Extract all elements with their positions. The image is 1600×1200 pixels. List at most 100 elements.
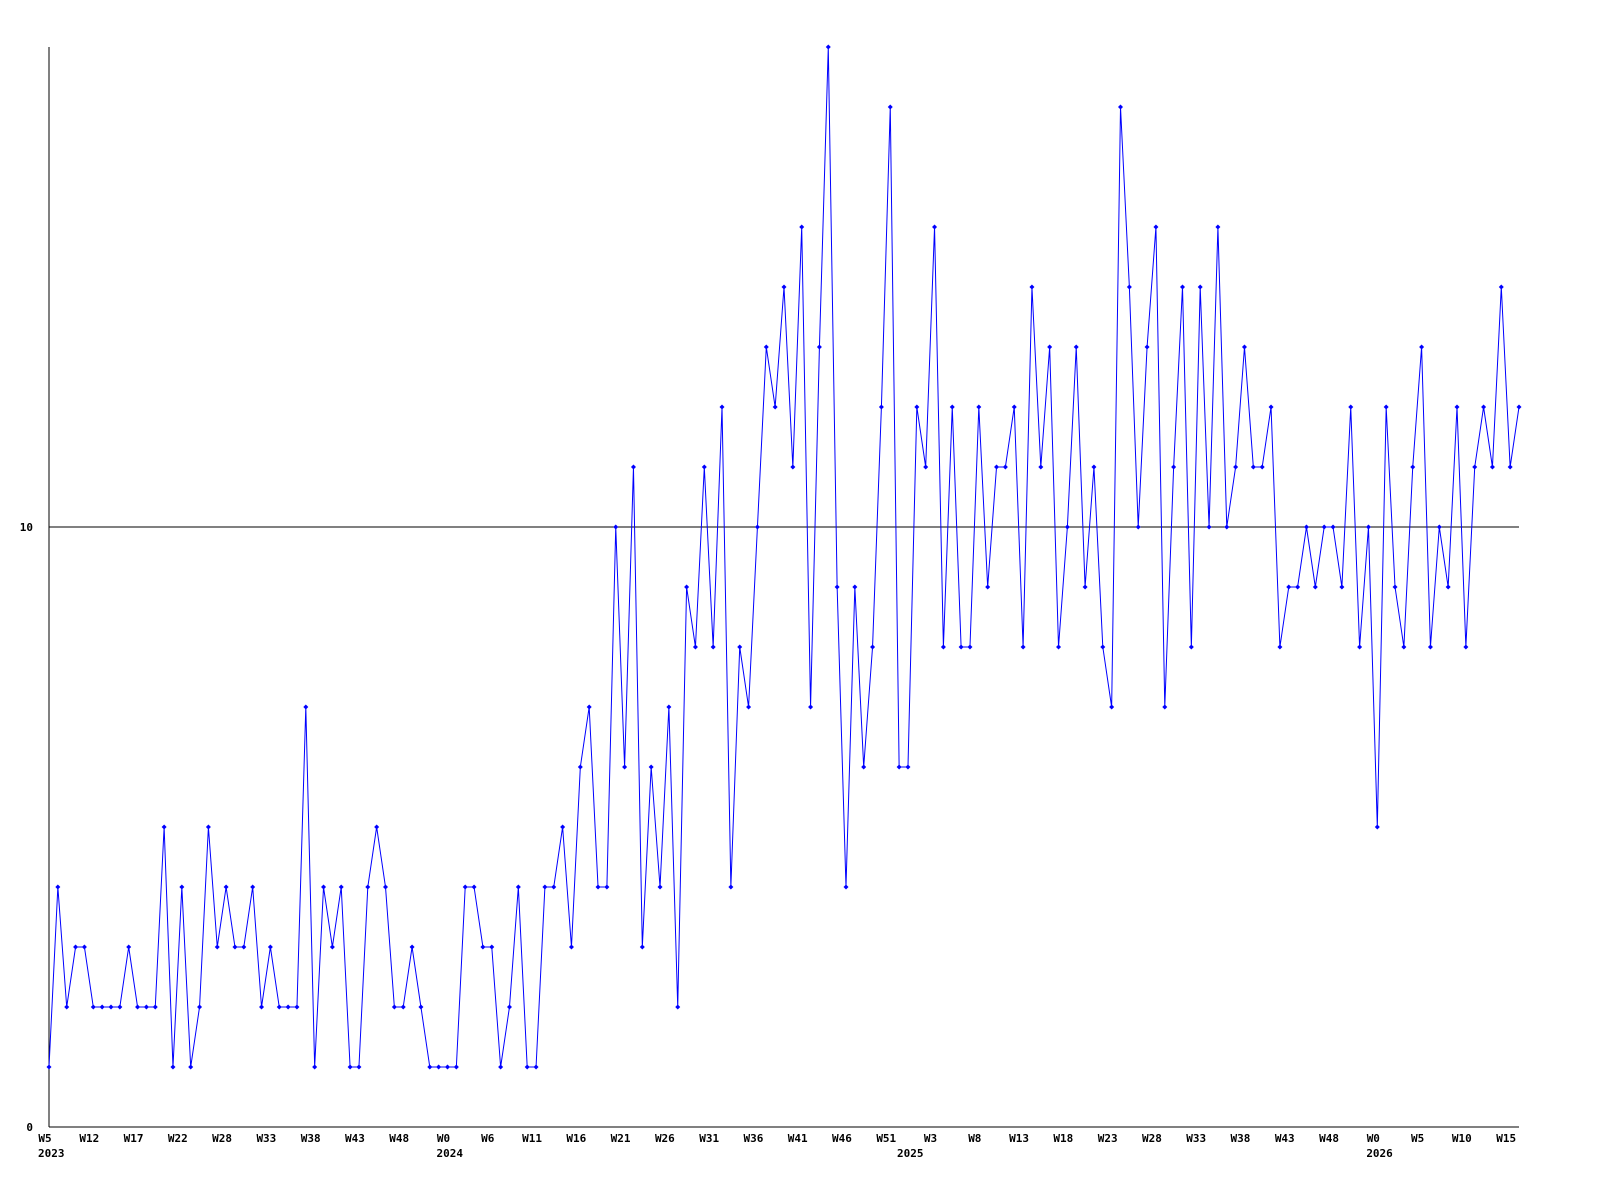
point-marker [1339,584,1345,590]
point-marker [241,944,247,950]
point-marker [790,464,796,470]
point-marker [214,944,220,950]
point-marker [1321,524,1327,530]
point-marker [622,764,628,770]
point-marker [356,1064,362,1070]
point-marker [81,944,87,950]
point-marker [816,344,822,350]
point-marker [533,1064,539,1070]
point-marker [648,764,654,770]
point-marker [666,704,672,710]
point-marker [383,884,389,890]
point-marker [1188,644,1194,650]
point-marker [1401,644,1407,650]
point-marker [276,1004,282,1010]
point-marker [1029,284,1035,290]
x-tick-label: W22 [168,1132,188,1145]
point-marker [595,884,601,890]
point-marker [577,764,583,770]
point-marker [1064,524,1070,530]
point-marker [232,944,238,950]
x-tick-label: W15 [1496,1132,1516,1145]
point-marker [887,104,893,110]
point-marker [329,944,335,950]
x-tick-label: W5 [1411,1132,1424,1145]
point-marker [161,824,167,830]
point-marker [391,1004,397,1010]
point-marker [436,1064,442,1070]
x-year-label: 2026 [1366,1147,1393,1160]
x-tick-label: W43 [1275,1132,1295,1145]
point-marker [506,1004,512,1010]
series-line [48,46,1520,1068]
point-marker [267,944,273,950]
point-marker [701,464,707,470]
point-marker [1436,524,1442,530]
point-marker [1427,644,1433,650]
point-marker [1135,524,1141,530]
point-marker [1241,344,1247,350]
point-marker [143,1004,149,1010]
x-tick-label: W8 [968,1132,981,1145]
point-marker [675,1004,681,1010]
x-year-label: 2024 [436,1147,463,1160]
point-marker [1489,464,1495,470]
point-marker [55,884,61,890]
point-marker [365,884,371,890]
point-marker [444,1064,450,1070]
point-marker [834,584,840,590]
point-marker [73,944,79,950]
point-marker [994,464,1000,470]
point-marker [1215,224,1221,230]
x-tick-label: W31 [699,1132,719,1145]
point-marker [1002,464,1008,470]
point-marker [1126,284,1132,290]
point-marker [737,644,743,650]
point-marker [1109,704,1115,710]
point-marker [1162,704,1168,710]
x-tick-label: W11 [522,1132,542,1145]
point-marker [1179,284,1185,290]
point-marker [1507,464,1513,470]
x-tick-label: W21 [611,1132,631,1145]
point-marker [1348,404,1354,410]
point-marker [799,224,805,230]
point-marker [489,944,495,950]
point-marker [259,1004,265,1010]
point-marker [64,1004,70,1010]
point-marker [170,1064,176,1070]
point-marker [1082,584,1088,590]
point-marker [1100,644,1106,650]
x-tick-label: W26 [655,1132,675,1145]
point-marker [568,944,574,950]
point-marker [976,404,982,410]
point-marker [205,824,211,830]
x-year-label: 2025 [897,1147,924,1160]
point-marker [135,1004,141,1010]
point-marker [967,644,973,650]
x-tick-label: W28 [1142,1132,1162,1145]
point-marker [338,884,344,890]
point-marker [1463,644,1469,650]
point-marker [657,884,663,890]
x-tick-label: W17 [124,1132,144,1145]
point-marker [1481,404,1487,410]
point-marker [870,644,876,650]
x-tick-label: W48 [389,1132,409,1145]
point-marker [1454,404,1460,410]
x-tick-label: W33 [256,1132,276,1145]
x-tick-label: W16 [566,1132,586,1145]
point-marker [958,644,964,650]
point-marker [1259,464,1265,470]
point-marker [250,884,256,890]
point-marker [524,1064,530,1070]
x-tick-label: W36 [743,1132,763,1145]
x-tick-label: W51 [876,1132,896,1145]
point-marker [772,404,778,410]
point-marker [1410,464,1416,470]
point-marker [1056,644,1062,650]
point-marker [710,644,716,650]
point-marker [409,944,415,950]
point-marker [1073,344,1079,350]
